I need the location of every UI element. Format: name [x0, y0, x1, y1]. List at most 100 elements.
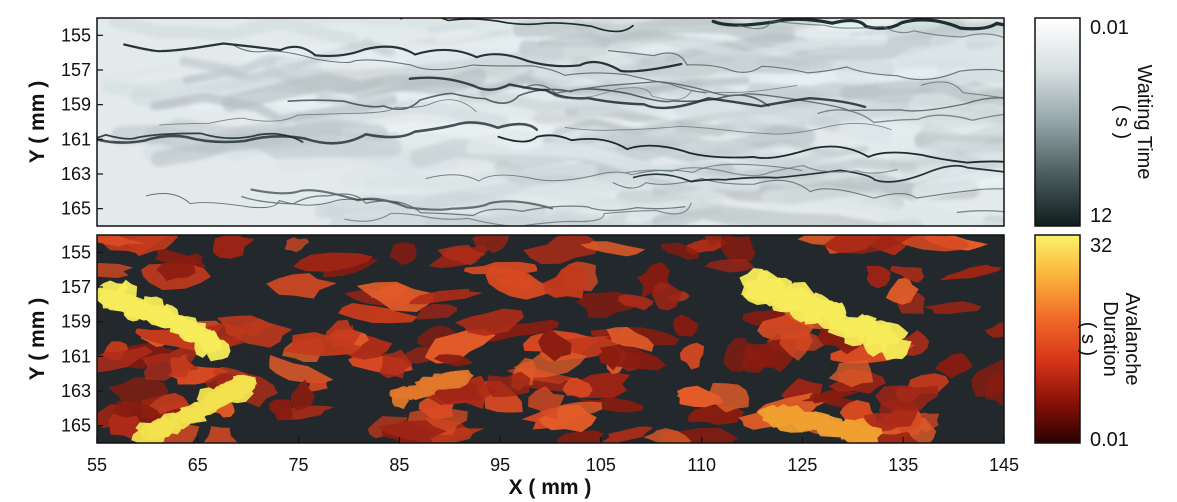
- y-tick-label: 155: [61, 25, 91, 45]
- avalanche-patch: [139, 423, 200, 443]
- x-tick-label: 105: [586, 455, 616, 475]
- top-pinning-front: [145, 193, 400, 209]
- avalanche-patch: [643, 428, 691, 443]
- bottom-colorbar-bar: [1034, 234, 1081, 444]
- x-tick-label: 125: [787, 455, 817, 475]
- top-texture-band: [900, 148, 1004, 182]
- avalanche-patch: [528, 386, 565, 420]
- top-texture-band: [179, 39, 397, 76]
- bottom-heatmap-frame: [96, 234, 1005, 444]
- avalanche-large-event: [855, 426, 883, 443]
- avalanche-patch: [407, 404, 468, 436]
- top-texture-band: [982, 215, 1004, 226]
- avalanche-patch: [709, 382, 750, 413]
- bottom-x-ticks: 55 65 75 85 95 105 110 125 135 145: [87, 437, 1019, 475]
- top-pinning-front: [97, 132, 304, 143]
- top-heatmap-fronts: [97, 18, 1004, 226]
- top-pinning-front: [408, 76, 867, 110]
- top-texture-band: [292, 99, 510, 130]
- avalanche-patch: [598, 346, 621, 371]
- top-texture-band: [911, 165, 1004, 202]
- x-tick-label: 95: [490, 455, 510, 475]
- top-texture-band: [575, 18, 802, 33]
- top-pinning-front: [425, 163, 803, 182]
- top-texture-band: [672, 94, 934, 129]
- colorbar-title-line: ( s ): [1077, 322, 1099, 356]
- top-texture-band: [466, 140, 761, 192]
- top-pinning-front: [159, 99, 477, 126]
- top-pinning-front: [738, 20, 1004, 39]
- top-y-axis-title: Y ( mm ): [26, 81, 49, 163]
- avalanche-patch: [542, 263, 586, 299]
- avalanche-patch: [606, 326, 654, 352]
- avalanche-patch: [156, 262, 196, 282]
- x-tick-label: 55: [87, 455, 107, 475]
- avalanche-patch: [600, 426, 654, 443]
- avalanche-patch: [170, 353, 194, 378]
- top-texture-band: [570, 54, 827, 89]
- avalanche-patch: [704, 259, 755, 273]
- avalanche-patch: [720, 235, 756, 264]
- avalanche-patch: [135, 328, 197, 352]
- bottom-y-ticks: 155 157 159 161 163 165: [61, 242, 103, 436]
- top-texture-band: [840, 80, 1004, 106]
- avalanche-large-event: [448, 369, 474, 382]
- avalanche-patch: [97, 235, 147, 247]
- avalanche-patch: [537, 328, 572, 362]
- top-texture-band: [221, 67, 487, 113]
- avalanche-patch: [556, 430, 605, 443]
- avalanche-large-event: [232, 374, 256, 395]
- avalanche-patch: [378, 420, 447, 441]
- bottom-heatmap-panel: 155 157 159 161 163 165 55 65 75 85 95 105 110 125 13…: [26, 234, 1019, 499]
- avalanche-patch: [885, 277, 919, 305]
- avalanche-patch: [266, 273, 338, 299]
- avalanche-patch: [338, 302, 418, 324]
- top-pinning-front: [632, 164, 1004, 183]
- top-colorbar-bar: [1034, 17, 1081, 227]
- avalanche-patch: [892, 235, 970, 252]
- avalanche-patch: [97, 262, 134, 279]
- avalanche-patch: [279, 405, 335, 421]
- top-heatmap-frame: [96, 17, 1005, 227]
- avalanche-patch: [217, 315, 293, 348]
- avalanche-patch: [437, 244, 486, 266]
- avalanche-large-event: [207, 339, 231, 362]
- y-tick-label: 165: [61, 416, 91, 436]
- top-pinning-front: [564, 122, 892, 135]
- top-y-ticks: 155 157 159 161 163 165: [61, 25, 103, 219]
- top-pinning-front: [625, 164, 898, 177]
- avalanche-patch: [356, 281, 435, 313]
- avalanche-patch: [496, 274, 538, 293]
- y-tick-label: 161: [61, 346, 91, 366]
- top-texture-band: [246, 18, 576, 30]
- top-texture-band: [512, 18, 795, 43]
- x-tick-label: 65: [188, 455, 208, 475]
- bottom-heatmap-patches: [97, 235, 1004, 443]
- bottom-y-axis-title: Y ( mm ): [26, 298, 49, 380]
- avalanche-patch: [673, 314, 699, 337]
- top-colorbar-max-label: 0.01: [1090, 17, 1129, 39]
- top-pinning-front: [250, 188, 553, 211]
- top-texture-band: [324, 163, 596, 224]
- y-tick-label: 161: [61, 129, 91, 149]
- avalanche-patch: [580, 241, 646, 257]
- avalanche-patch: [379, 349, 413, 379]
- avalanche-patch: [939, 264, 1002, 281]
- top-texture-band: [752, 18, 835, 29]
- avalanche-patch: [212, 235, 255, 259]
- x-axis-title: X ( mm ): [509, 476, 592, 499]
- top-texture-band: [150, 92, 398, 125]
- top-texture-band: [761, 186, 1004, 226]
- colorbar-title-line: Duration: [1099, 301, 1121, 377]
- avalanche-patch: [293, 252, 373, 272]
- avalanche-patch: [284, 237, 310, 253]
- top-pinning-front: [608, 50, 1004, 81]
- avalanche-patch: [203, 426, 238, 443]
- y-tick-label: 155: [61, 242, 91, 262]
- avalanche-patch: [433, 354, 474, 367]
- avalanche-patch: [676, 385, 724, 408]
- top-pinning-front: [233, 44, 707, 94]
- avalanche-patch: [679, 342, 705, 370]
